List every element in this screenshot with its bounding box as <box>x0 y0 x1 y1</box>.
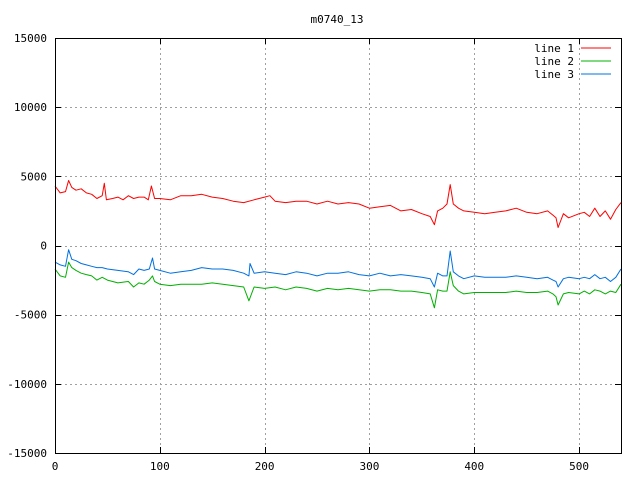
x-tick-label: 200 <box>255 460 275 473</box>
legend-label-3: line 3 <box>534 68 574 81</box>
legend-label-1: line 1 <box>534 42 574 55</box>
plot-area <box>54 180 622 309</box>
x-tick-label: 300 <box>360 460 380 473</box>
y-tick-label: -5000 <box>14 309 47 322</box>
y-tick-label: 15000 <box>14 32 47 45</box>
y-tick-label: -10000 <box>7 378 47 391</box>
legend-label-2: line 2 <box>534 55 574 68</box>
y-tick-label: 5000 <box>21 170 48 183</box>
axis-ticks: 0 100 200 300 400 500 -15000 -10000 -5000 0 5000 10… <box>7 32 621 473</box>
grid-lines <box>55 38 621 453</box>
series-line-2 <box>54 261 622 309</box>
y-tick-label: -15000 <box>7 447 47 460</box>
y-tick-label: 0 <box>40 240 47 253</box>
x-tick-label: 400 <box>464 460 484 473</box>
x-tick-label: 500 <box>569 460 589 473</box>
chart-title: m0740_13 <box>311 13 364 26</box>
series-line-1 <box>54 180 622 228</box>
x-tick-label: 100 <box>150 460 170 473</box>
y-tick-label: 10000 <box>14 101 47 114</box>
series-line-3 <box>54 249 622 288</box>
x-tick-label: 0 <box>52 460 59 473</box>
